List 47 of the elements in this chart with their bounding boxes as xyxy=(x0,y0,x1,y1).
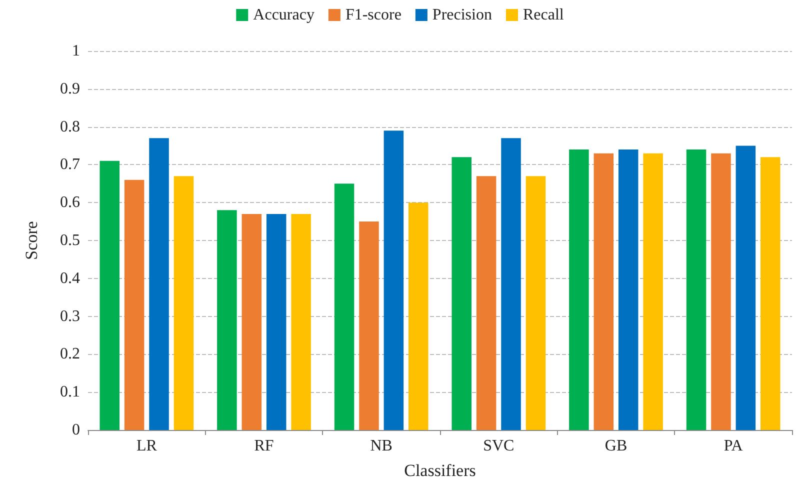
y-tick-label: 1 xyxy=(72,42,80,60)
y-tick-label: 0.2 xyxy=(60,346,80,363)
bar xyxy=(217,210,237,430)
legend-label: Precision xyxy=(432,6,492,24)
bar xyxy=(334,184,354,430)
x-tick-label: GB xyxy=(604,438,628,454)
bar xyxy=(149,138,169,430)
y-tick-label: 0.9 xyxy=(60,80,80,98)
bar xyxy=(452,157,472,430)
y-tick-label: 0.5 xyxy=(60,232,80,249)
y-tick-label: 0.3 xyxy=(60,308,80,325)
bar xyxy=(711,153,731,430)
bar xyxy=(686,150,706,430)
y-tick-label: 0.4 xyxy=(60,270,80,287)
x-tick-label: SVC xyxy=(483,438,514,454)
x-tick-label: LR xyxy=(136,438,158,454)
bar xyxy=(408,202,428,430)
bar xyxy=(618,150,638,430)
y-tick-label: 0.8 xyxy=(60,118,80,136)
bar xyxy=(476,176,496,430)
y-tick-label: 0.6 xyxy=(60,194,80,212)
bar xyxy=(643,153,663,430)
x-tick-label: PA xyxy=(724,438,744,454)
bar xyxy=(124,180,144,430)
x-tick-label: NB xyxy=(370,438,392,454)
bar xyxy=(266,214,286,430)
bar xyxy=(569,150,589,430)
bar xyxy=(359,222,379,430)
legend-label: Accuracy xyxy=(253,6,314,24)
x-tick-label: RF xyxy=(254,438,274,454)
y-tick-label: 0.7 xyxy=(60,156,80,174)
bar xyxy=(384,130,404,430)
bar xyxy=(501,138,521,430)
legend-label: F1-score xyxy=(345,6,402,24)
bar xyxy=(736,146,756,430)
bar xyxy=(526,176,546,430)
bar xyxy=(100,160,120,430)
legend-label: Recall xyxy=(522,6,564,24)
bar xyxy=(174,176,194,430)
bar xyxy=(291,214,311,430)
y-axis-title: Score xyxy=(22,221,41,260)
bar xyxy=(242,214,262,430)
y-tick-label: 0.1 xyxy=(60,384,80,401)
y-tick-label: 0 xyxy=(72,422,80,438)
bar xyxy=(594,153,614,430)
bar xyxy=(760,157,780,430)
x-axis-title: Classifiers xyxy=(404,461,476,480)
